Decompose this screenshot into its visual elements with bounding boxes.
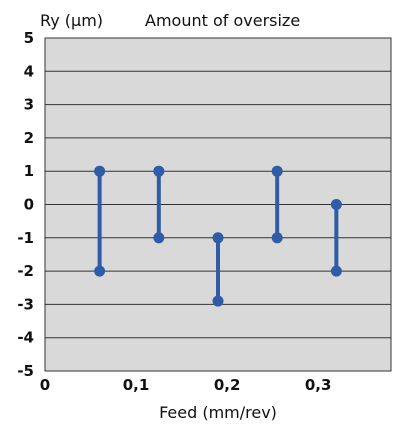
range-mark [94, 165, 106, 277]
y-axis-label: Ry (µm) [40, 11, 103, 30]
x-tick-label: 0,2 [214, 376, 241, 394]
y-tick-label: -5 [17, 362, 34, 380]
y-tick-label: 3 [24, 96, 34, 114]
range-mark [212, 232, 224, 307]
range-low-point [94, 265, 106, 277]
range-high-point [94, 165, 106, 177]
y-tick-label: 0 [24, 196, 34, 214]
range-mark [271, 165, 283, 244]
range-high-point [212, 232, 224, 244]
y-tick-label: 1 [24, 162, 34, 180]
range-low-point [330, 265, 342, 277]
y-tick-label: 2 [24, 129, 34, 147]
range-mark [330, 199, 342, 277]
range-low-point [153, 232, 165, 244]
range-low-point [212, 295, 224, 307]
y-axis-ticks: 5 4 3 2 1 0 -1 -2 -3 -4 -5 [17, 29, 34, 380]
y-tick-label: -4 [17, 329, 34, 347]
x-tick-label: 0 [40, 376, 50, 394]
x-tick-label: 0,3 [305, 376, 332, 394]
chart-title: Amount of oversize [145, 11, 300, 30]
y-tick-label: -1 [17, 229, 34, 247]
range-high-point [153, 165, 165, 177]
range-low-point [271, 232, 283, 244]
x-axis-ticks: 0 0,1 0,2 0,3 [40, 376, 332, 394]
y-tick-label: 5 [24, 29, 34, 47]
y-tick-label: -3 [17, 295, 34, 313]
x-tick-label: 0,1 [123, 376, 150, 394]
range-mark [153, 165, 165, 244]
y-tick-label: -2 [17, 262, 34, 280]
data-marks [94, 165, 342, 307]
range-high-point [271, 165, 283, 177]
x-axis-label: Feed (mm/rev) [159, 403, 277, 422]
y-tick-label: 4 [24, 62, 34, 80]
range-high-point [330, 199, 342, 210]
